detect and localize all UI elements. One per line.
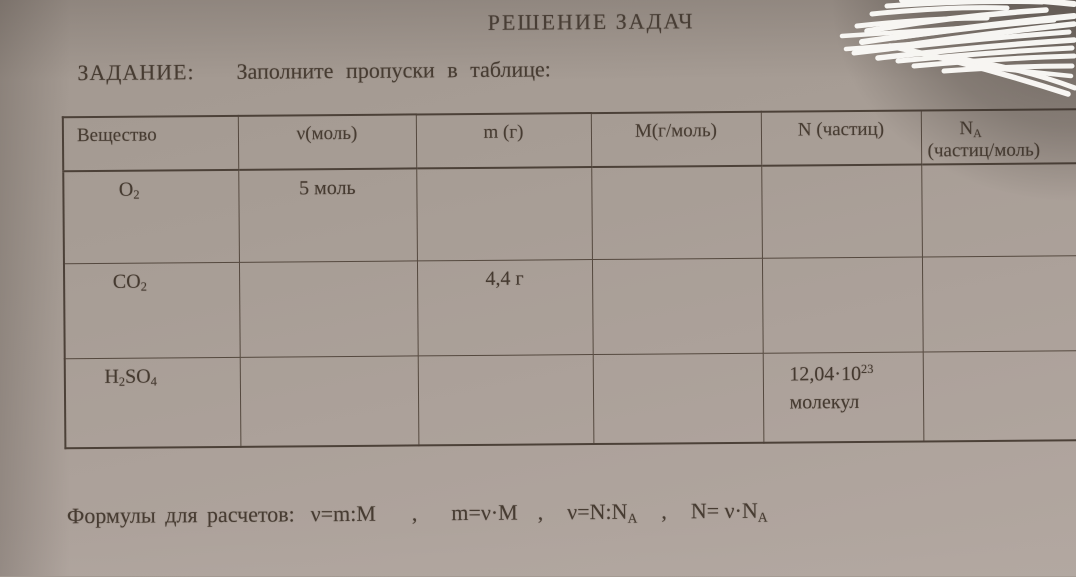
cell-moles	[238, 260, 418, 357]
formulas-label: Формулы для расчетов:	[66, 501, 295, 529]
column-header-mass: m (г)	[415, 113, 592, 169]
cell-particles	[761, 256, 923, 353]
task-line: ЗАДАНИЕ: Заполните пропуски в таблице:	[77, 56, 551, 86]
avogadro-symbol: NA	[959, 118, 982, 141]
white-scribble-icon	[832, 0, 1076, 116]
cell-mass	[417, 354, 594, 446]
formula-item: ν=N:NA	[567, 498, 638, 526]
column-header-particles: N (частиц)	[760, 110, 922, 166]
cell-mass	[416, 167, 592, 261]
cell-molar-mass	[591, 257, 763, 355]
cell-substance: CO2	[63, 261, 240, 359]
formula-item: m=ν·M	[451, 499, 518, 526]
formula-separator: ,	[537, 499, 544, 525]
cell-particles: 12,04·1023 молекул	[762, 351, 924, 443]
cell-avogadro	[922, 350, 1076, 442]
formula-item: ν=m:M	[310, 500, 376, 527]
table-row: H2SO4 12,04·1023 молекул	[64, 350, 1076, 449]
task-label: ЗАДАНИЕ:	[77, 59, 195, 86]
formulas-line: Формулы для расчетов: ν=m:M, m=ν·M, ν=N:NA,…	[67, 498, 768, 530]
scribble-strokes	[839, 0, 1076, 97]
table-row: O2 5 моль	[63, 163, 1076, 264]
cell-moles	[239, 355, 419, 447]
cell-molar-mass	[592, 352, 764, 445]
table-row: CO2 4,4 г	[63, 255, 1076, 359]
cell-substance: H2SO4	[64, 356, 241, 449]
table-header-row: Вещество ν(моль) m (г) М(г/моль) N (част…	[62, 109, 1076, 172]
formula-item: N= ν·NA	[690, 497, 768, 525]
cell-moles: 5 моль	[238, 168, 417, 262]
column-header-substance: Вещество	[62, 115, 239, 172]
column-header-molar-mass: М(г/моль)	[590, 111, 762, 168]
task-text: Заполните пропуски в таблице:	[236, 56, 551, 84]
avogadro-units: (частиц/моль)	[927, 139, 1041, 162]
substances-table: Вещество ν(моль) m (г) М(г/моль) N (част…	[61, 108, 1076, 450]
cell-mass: 4,4 г	[416, 259, 593, 356]
formula-separator: ,	[661, 498, 667, 524]
cell-particles	[761, 164, 922, 258]
formula-separator: ,	[411, 500, 418, 526]
cell-molar-mass	[591, 165, 762, 260]
cell-avogadro	[921, 163, 1076, 257]
column-header-moles: ν(моль)	[237, 114, 417, 170]
cell-substance: O2	[63, 169, 239, 264]
column-header-avogadro: NA (частиц/моль)	[920, 109, 1076, 165]
cell-avogadro	[921, 255, 1076, 352]
